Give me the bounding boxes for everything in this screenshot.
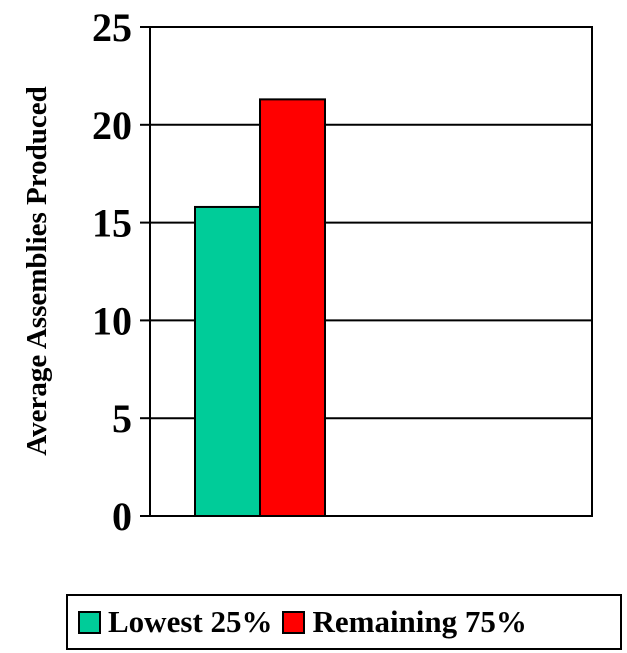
y-tick-label: 25: [92, 5, 132, 50]
y-tick-label: 0: [112, 494, 132, 539]
y-tick-label: 5: [112, 396, 132, 441]
bar-chart: 0 5 10 15 20 25 Average Assemblies Produced: [21, 5, 593, 539]
legend: Lowest 25% Remaining 75%: [66, 594, 622, 650]
legend-swatch-lowest: [78, 610, 101, 634]
legend-label-remaining: Remaining 75%: [312, 604, 527, 639]
bar-remaining-75: [259, 98, 326, 517]
y-axis-title: Average Assemblies Produced: [21, 86, 53, 455]
legend-swatch-remaining: [282, 610, 306, 634]
bar-lowest-25: [194, 205, 261, 517]
legend-item-lowest: Lowest 25%: [78, 604, 272, 640]
y-axis-ticks: 0 5 10 15 20 25: [92, 5, 150, 539]
y-tick-label: 10: [92, 298, 132, 343]
y-tick-label: 15: [92, 201, 132, 246]
y-tick-label: 20: [92, 103, 132, 148]
plot-area-frame: [149, 26, 593, 517]
legend-item-remaining: Remaining 75%: [282, 604, 527, 640]
legend-label-lowest: Lowest 25%: [108, 604, 273, 639]
bars: [194, 98, 326, 517]
